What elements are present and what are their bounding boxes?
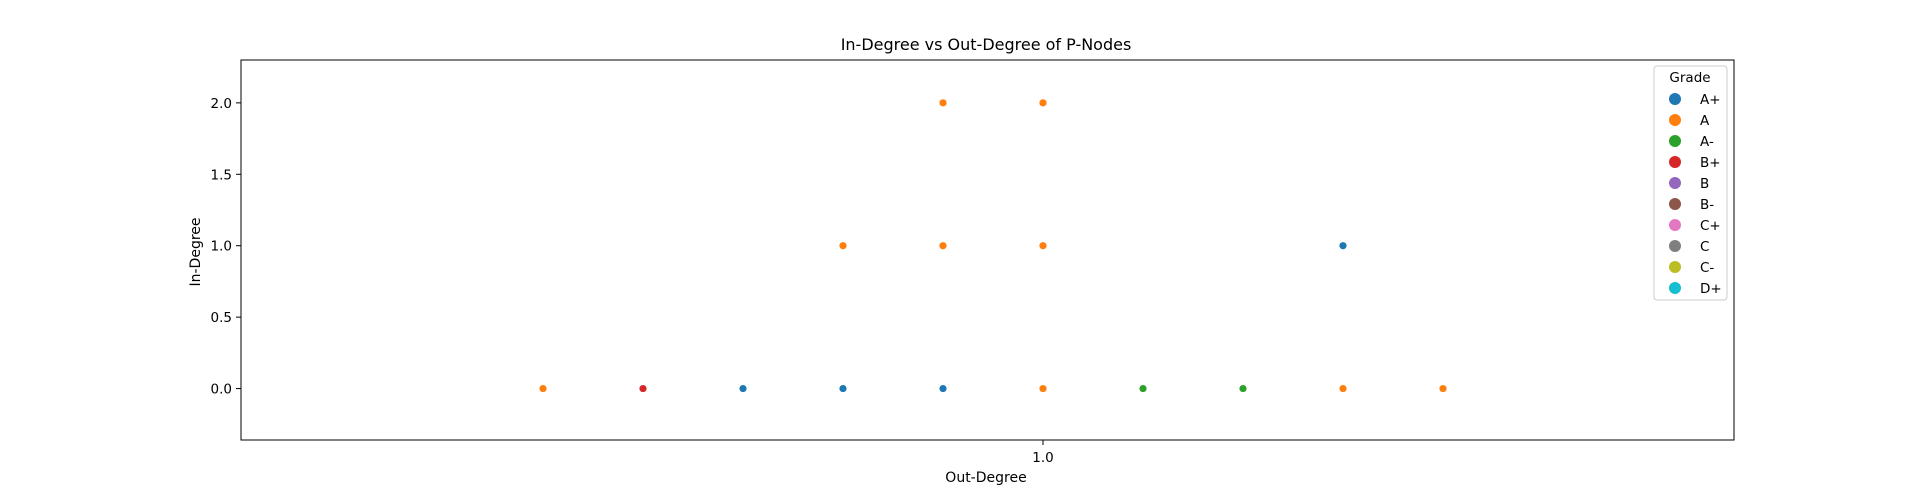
y-tick-label: 1.5 bbox=[211, 167, 232, 183]
data-point-a bbox=[1439, 384, 1447, 393]
legend-label: A bbox=[1700, 113, 1710, 129]
y-axis: 0.0 0.5 1.0 1.5 2.0 bbox=[211, 96, 241, 398]
plot-area bbox=[240, 59, 1735, 441]
data-point bbox=[939, 242, 947, 250]
legend-label: C bbox=[1700, 239, 1709, 255]
legend-marker bbox=[1669, 240, 1681, 252]
data-point-a-minusplus bbox=[739, 384, 747, 393]
data-points bbox=[539, 99, 1447, 393]
data-point bbox=[839, 242, 847, 250]
legend-marker bbox=[1669, 198, 1681, 210]
data-point bbox=[1039, 242, 1047, 250]
data-point-a bbox=[539, 384, 547, 393]
data-point bbox=[1039, 99, 1047, 107]
y-tick-label: 0.5 bbox=[211, 310, 232, 326]
legend-marker bbox=[1669, 156, 1681, 168]
data-point-a-minus bbox=[1239, 384, 1247, 393]
legend-marker bbox=[1669, 114, 1681, 126]
legend-label: A- bbox=[1700, 134, 1714, 150]
data-point-b-minusplus bbox=[639, 384, 647, 393]
legend-label: A+ bbox=[1700, 92, 1721, 108]
y-axis-label: In-Degree bbox=[188, 217, 204, 286]
data-point-a-minusplus bbox=[839, 384, 847, 393]
legend-label: D+ bbox=[1700, 281, 1722, 297]
data-point-a bbox=[1039, 384, 1047, 393]
x-axis: 1.0 bbox=[1032, 440, 1054, 466]
legend-marker bbox=[1669, 177, 1681, 189]
legend-marker bbox=[1669, 93, 1681, 105]
legend: Grade A+ A A- B+ B B- C+ C C- D+ bbox=[1653, 65, 1728, 301]
x-axis-label: Out-Degree bbox=[945, 470, 1026, 486]
legend-marker bbox=[1669, 261, 1681, 273]
legend-label: C+ bbox=[1700, 218, 1721, 234]
legend-label: B+ bbox=[1700, 155, 1721, 171]
data-point-a-minus bbox=[1139, 384, 1147, 393]
legend-items: A+ A A- B+ B B- C+ C C- D+ bbox=[1669, 92, 1722, 297]
x-tick-label: 1.0 bbox=[1032, 450, 1053, 466]
y-tick-label: 2.0 bbox=[211, 96, 232, 112]
y-tick-label: 1.0 bbox=[211, 239, 232, 255]
data-point-a-minusplus bbox=[939, 384, 947, 393]
legend-label: B- bbox=[1700, 197, 1714, 213]
legend-marker bbox=[1669, 282, 1681, 294]
legend-title: Grade bbox=[1669, 70, 1710, 86]
legend-marker bbox=[1669, 219, 1681, 231]
data-point bbox=[1339, 242, 1347, 250]
chart-title: In-Degree vs Out-Degree of P-Nodes bbox=[841, 35, 1132, 54]
data-point-a bbox=[1339, 384, 1347, 393]
legend-label: B bbox=[1700, 176, 1709, 192]
y-tick-label: 0.0 bbox=[211, 382, 232, 398]
legend-marker bbox=[1669, 135, 1681, 147]
data-point bbox=[939, 99, 947, 107]
legend-label: C- bbox=[1700, 260, 1714, 276]
